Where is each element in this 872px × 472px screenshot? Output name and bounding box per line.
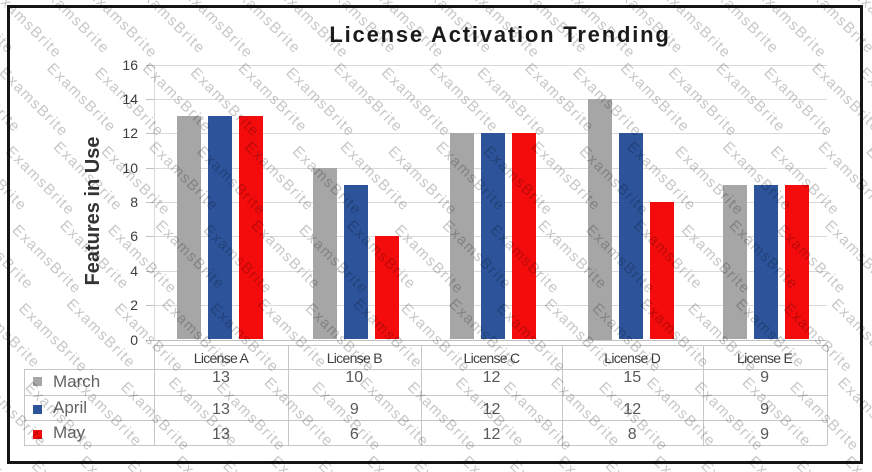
svg-text:ExamsBrite: ExamsBrite [841,453,872,472]
svg-text:ExamsBrite: ExamsBrite [0,374,50,450]
